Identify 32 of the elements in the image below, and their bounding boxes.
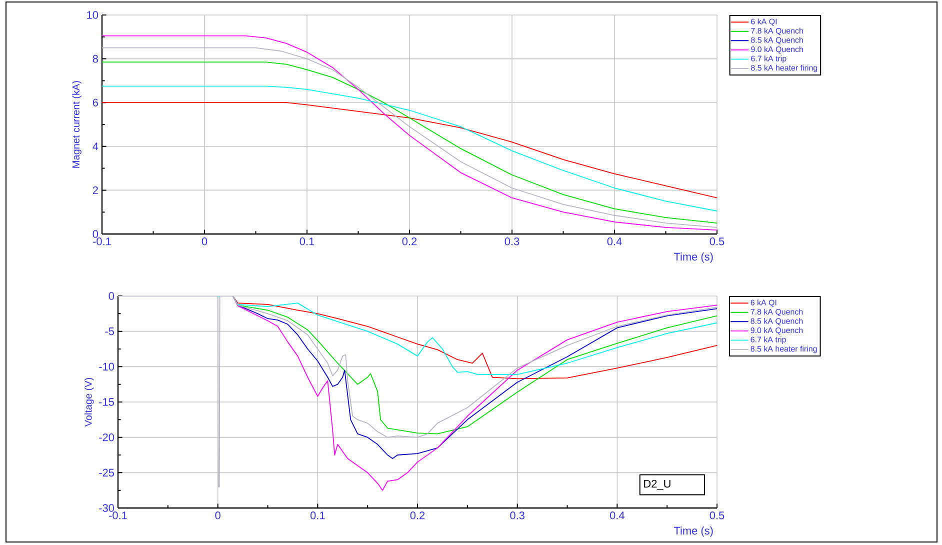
y-tick-label: 8: [92, 54, 98, 63]
y-tick-label: 6: [92, 98, 98, 106]
y-tick-label: 4: [92, 142, 98, 150]
x-tick-label: 0.2: [402, 238, 417, 246]
annotation: D2_U: [644, 480, 670, 490]
y-tick-label: 2: [92, 186, 98, 194]
y-tick-label: -10: [99, 362, 114, 371]
x-tick-label: 0.3: [504, 238, 520, 246]
y-tick-label: -30: [99, 504, 114, 512]
x-tick-label: 0.4: [610, 512, 624, 520]
y-tick-label: -5: [105, 328, 114, 336]
x-tick-label: -0.1: [93, 238, 111, 246]
x-tick-label: 0.5: [710, 238, 724, 246]
x-tick-label: 0.1: [300, 238, 314, 246]
x-axis-title: Time (s): [674, 526, 713, 537]
y-tick-label: 10: [87, 11, 98, 19]
y-tick-label: -25: [99, 468, 114, 477]
y-tick-label: -20: [99, 433, 114, 442]
x-tick-label: 0.2: [410, 512, 425, 520]
x-tick-label: -0.1: [109, 512, 127, 520]
x-tick-label: 0: [215, 512, 220, 520]
x-tick-label: 0.3: [510, 512, 524, 520]
y-tick-label: 0: [108, 292, 114, 300]
x-tick-label: 0: [202, 238, 208, 246]
y-tick-label: 0: [92, 230, 98, 238]
y-tick-label: -15: [99, 398, 114, 406]
y-axis-title: Voltage (V): [84, 378, 94, 427]
y-axis-title: Magnet current (kA): [72, 81, 82, 168]
x-tick-label: 0.1: [310, 512, 325, 520]
x-axis-title: Time (s): [674, 252, 713, 263]
x-tick-label: 0.4: [607, 238, 622, 246]
x-tick-label: 0.5: [710, 512, 724, 520]
